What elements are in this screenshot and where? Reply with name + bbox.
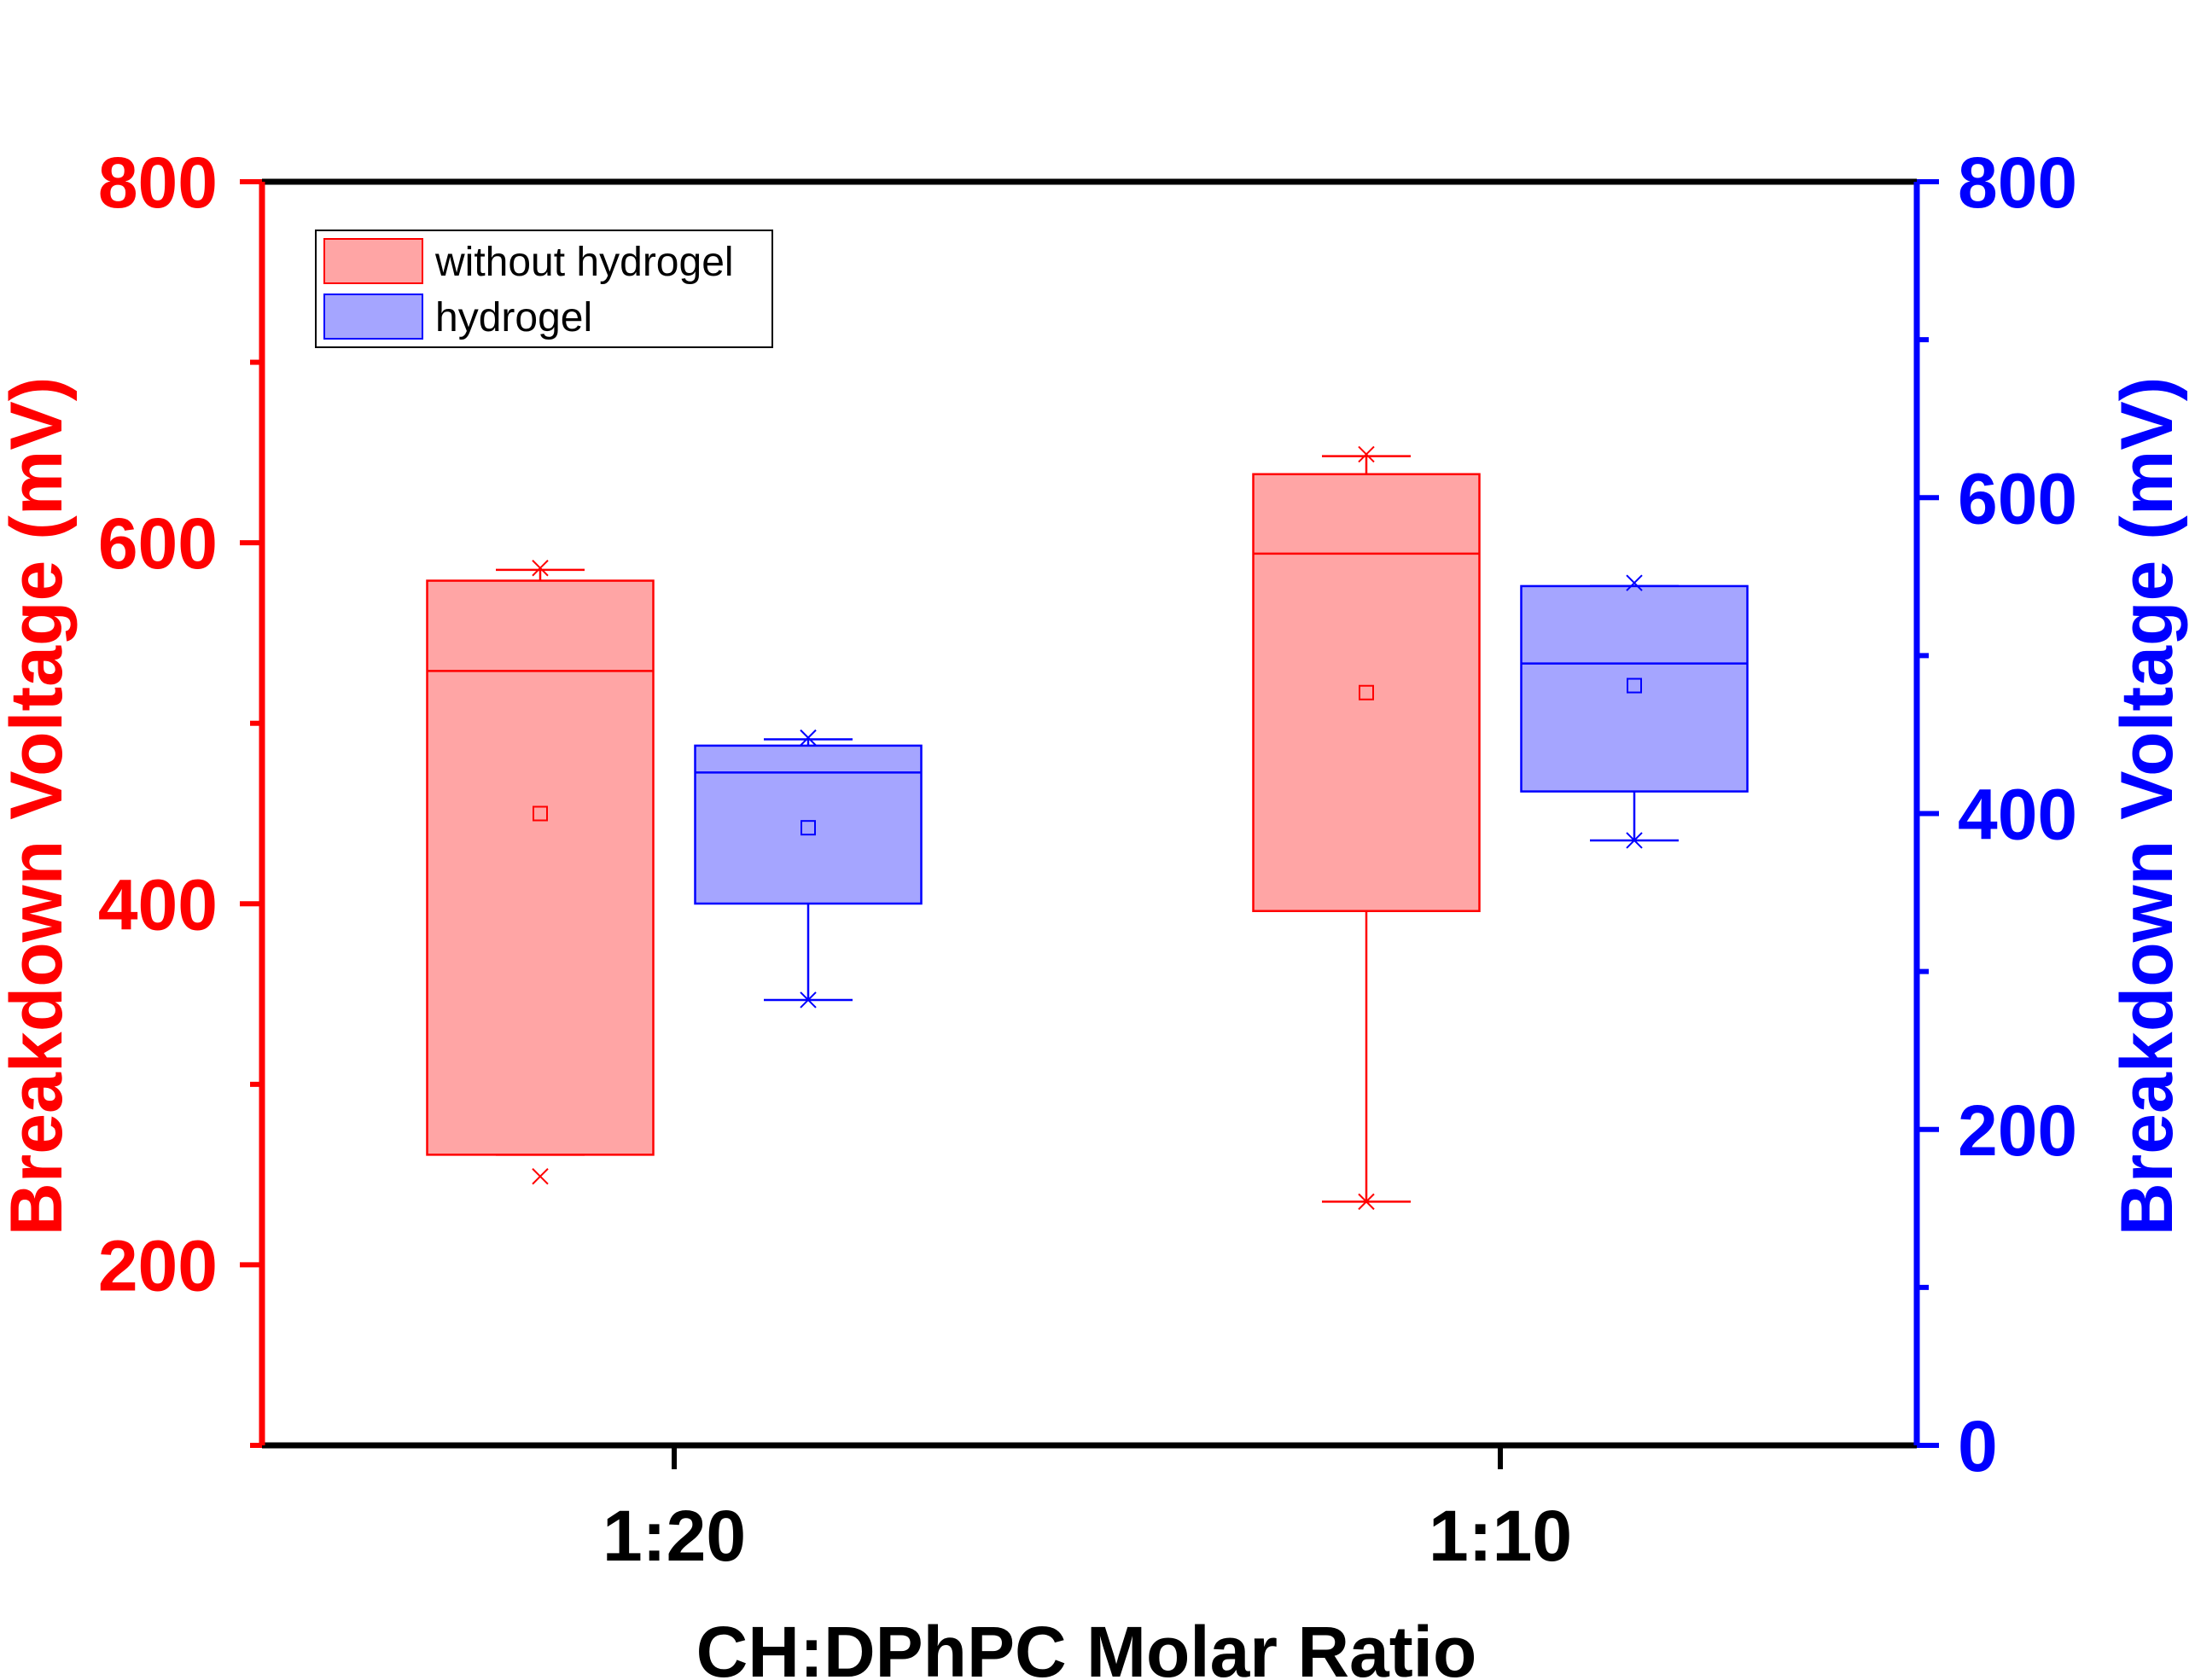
min-marker-hydrogel-1-10 <box>1626 832 1643 849</box>
mean-marker-without-hydrogel-1-20 <box>533 805 548 822</box>
legend-label-without-hydrogel: without hydrogel <box>434 240 734 285</box>
left-tick-label-800: 800 <box>98 142 218 223</box>
y-axis-title-left: Breakdown Voltage (mV) <box>0 377 78 1236</box>
mean-marker-hydrogel-1-10 <box>1627 677 1642 694</box>
min-marker-without-hydrogel-1-10 <box>1358 1193 1375 1211</box>
plot-area <box>426 445 1749 1211</box>
right-tick-label-200: 200 <box>1958 1090 2077 1171</box>
max-marker-hydrogel-1-10 <box>1626 574 1643 591</box>
legend: without hydrogel hydrogel <box>315 230 773 348</box>
box-without-hydrogel-1-10 <box>1252 473 1481 912</box>
left-tick-label-400: 400 <box>98 864 218 945</box>
right-tick-label-800: 800 <box>1958 142 2077 223</box>
legend-swatch-hydrogel <box>323 294 423 340</box>
box-without-hydrogel-1-20 <box>426 579 655 1156</box>
min-marker-without-hydrogel-1-20 <box>532 1168 549 1185</box>
max-marker-without-hydrogel-1-20 <box>532 560 549 577</box>
y-axis-title-right: Breakdown Voltage (mV) <box>2106 377 2188 1236</box>
mean-marker-hydrogel-1-20 <box>801 820 816 836</box>
x-axis-title: CH:DPhPC Molar Ratio <box>696 1612 1477 1680</box>
min-marker-hydrogel-1-20 <box>800 991 817 1009</box>
right-tick-label-600: 600 <box>1958 458 2077 538</box>
left-tick-label-600: 600 <box>98 503 218 584</box>
max-marker-without-hydrogel-1-10 <box>1358 445 1375 463</box>
legend-swatch-without-hydrogel <box>323 238 423 284</box>
x-tick-label-1-20: 1:20 <box>603 1496 746 1576</box>
box-hydrogel-1-10 <box>1520 584 1749 793</box>
x-tick-label-1-10: 1:10 <box>1429 1496 1572 1576</box>
right-tick-label-400: 400 <box>1958 775 2077 855</box>
right-tick-label-0: 0 <box>1958 1406 1998 1486</box>
axes: 200 400 600 800 0 200 400 600 800 1:20 1:10 <box>98 142 2077 1576</box>
left-tick-label-200: 200 <box>98 1225 218 1305</box>
mean-marker-without-hydrogel-1-10 <box>1359 684 1374 700</box>
max-marker-hydrogel-1-20 <box>800 729 817 747</box>
box-hydrogel-1-20 <box>694 744 923 905</box>
legend-label-hydrogel: hydrogel <box>435 295 592 340</box>
